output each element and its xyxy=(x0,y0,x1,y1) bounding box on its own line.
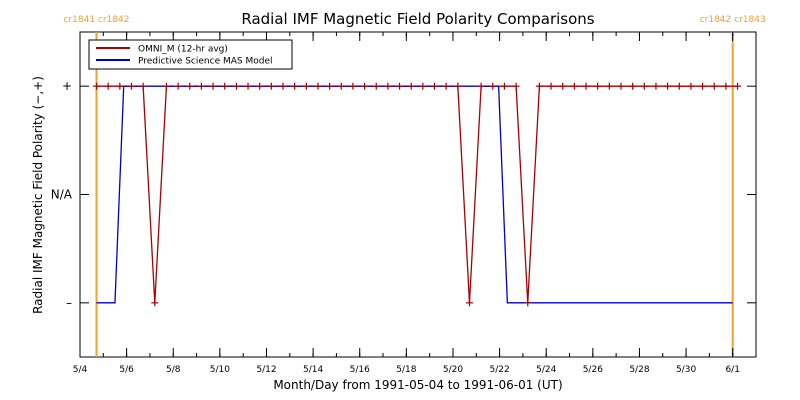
omni-data-point xyxy=(127,82,135,90)
x-tick-label: 5/4 xyxy=(73,365,88,375)
omni-data-point xyxy=(512,82,520,90)
legend-entry-label: Predictive Science MAS Model xyxy=(138,57,273,67)
mas-model-series-line xyxy=(96,85,733,304)
x-tick-label: 5/16 xyxy=(350,365,370,375)
x-tick-label: 5/8 xyxy=(166,365,181,375)
omni-data-point xyxy=(431,82,439,90)
plot-frame xyxy=(79,31,757,358)
omni-data-point xyxy=(396,82,404,90)
omni-data-point xyxy=(547,82,555,90)
omni-data-point xyxy=(629,82,637,90)
y-tick-label: + xyxy=(62,79,72,93)
series-lines xyxy=(96,85,738,304)
omni-data-point xyxy=(372,82,380,90)
omni-data-point xyxy=(699,82,707,90)
omni-data-point xyxy=(500,82,508,90)
omni-data-point xyxy=(535,82,543,90)
omni-data-point xyxy=(419,82,427,90)
carrington-rotation-label: cr1841 cr1842 xyxy=(64,15,130,25)
omni-data-point xyxy=(524,299,532,307)
carrington-rotation-label: cr1842 cr1843 xyxy=(700,15,766,25)
legend: OMNI_M (12-hr avg) Predictive Science MAS… xyxy=(88,39,293,70)
x-tick-label: 5/6 xyxy=(119,365,134,375)
x-tick-label: 5/18 xyxy=(396,365,416,375)
omni-data-point xyxy=(326,82,334,90)
omni-data-point xyxy=(687,82,695,90)
omni-data-point xyxy=(384,82,392,90)
omni-data-point xyxy=(722,82,730,90)
y-axis: + N/A – xyxy=(51,79,756,310)
legend-entry-label: OMNI_M (12-hr avg) xyxy=(138,45,228,55)
omni-data-point xyxy=(314,82,322,90)
x-axis: 5/4 5/6 5/8 5/10 5/12 5/14 5/16 5/18 5/20 5/22 5/2… xyxy=(73,32,757,375)
x-tick-label: 5/10 xyxy=(210,365,230,375)
omni-data-point xyxy=(361,82,369,90)
omni-data-point xyxy=(267,82,275,90)
omni-data-point xyxy=(675,82,683,90)
omni-data-point xyxy=(594,82,602,90)
carrington-boundary-lines xyxy=(95,32,734,357)
omni-data-point xyxy=(279,82,287,90)
x-tick-label: 5/14 xyxy=(303,365,323,375)
omni-data-point xyxy=(197,82,205,90)
omni-data-point xyxy=(209,82,217,90)
omni-data-point xyxy=(244,82,252,90)
x-tick-label: 5/24 xyxy=(536,365,556,375)
omni-data-point xyxy=(349,82,357,90)
x-axis-label: Month/Day from 1991-05-04 to 1991-06-01 … xyxy=(273,378,562,392)
omni-data-point xyxy=(104,82,112,90)
omni-data-point xyxy=(291,82,299,90)
x-tick-label: 5/12 xyxy=(256,365,276,375)
omni-data-point xyxy=(559,82,567,90)
omni-data-point xyxy=(640,82,648,90)
carrington-rotation-labels: cr1841 cr1842 cr1842 cr1843 xyxy=(64,15,766,25)
omni-data-point xyxy=(232,82,240,90)
omni-data-point xyxy=(454,82,462,90)
x-tick-label: 5/20 xyxy=(443,365,463,375)
omni-data-point xyxy=(139,82,147,90)
omni-data-point xyxy=(302,82,310,90)
omni-data-point xyxy=(256,82,264,90)
omni-markers xyxy=(93,82,742,307)
x-tick-label: 5/26 xyxy=(583,365,603,375)
omni-data-point xyxy=(734,82,742,90)
omni-data-point xyxy=(605,82,613,90)
omni-data-point xyxy=(186,82,194,90)
omni-data-point xyxy=(221,82,229,90)
omni-data-point xyxy=(151,299,159,307)
omni-data-point xyxy=(652,82,660,90)
y-axis-label: Radial IMF Magnetic Field Polarity (−,+) xyxy=(31,76,45,314)
x-tick-label: 6/1 xyxy=(725,365,739,375)
omni-data-point xyxy=(442,82,450,90)
y-tick-label: N/A xyxy=(51,188,73,202)
omni-data-point xyxy=(174,82,182,90)
x-tick-label: 5/28 xyxy=(629,365,649,375)
legend-box xyxy=(88,39,293,70)
omni-data-point xyxy=(116,82,124,90)
omni-data-point xyxy=(407,82,415,90)
omni-data-point xyxy=(617,82,625,90)
omni-data-point xyxy=(93,82,101,90)
omni-data-point xyxy=(337,82,345,90)
y-tick-label: – xyxy=(66,296,72,310)
omni-data-point xyxy=(477,82,485,90)
omni-data-point xyxy=(465,299,473,307)
omni-data-point xyxy=(570,82,578,90)
omni-series-line xyxy=(96,85,738,303)
x-tick-label: 5/30 xyxy=(676,365,696,375)
chart-title: Radial IMF Magnetic Field Polarity Compa… xyxy=(241,10,594,28)
omni-data-point xyxy=(162,82,170,90)
omni-data-point xyxy=(710,82,718,90)
omni-data-point xyxy=(489,82,497,90)
omni-data-point xyxy=(582,82,590,90)
omni-data-point xyxy=(664,82,672,90)
x-tick-label: 5/22 xyxy=(489,365,509,375)
